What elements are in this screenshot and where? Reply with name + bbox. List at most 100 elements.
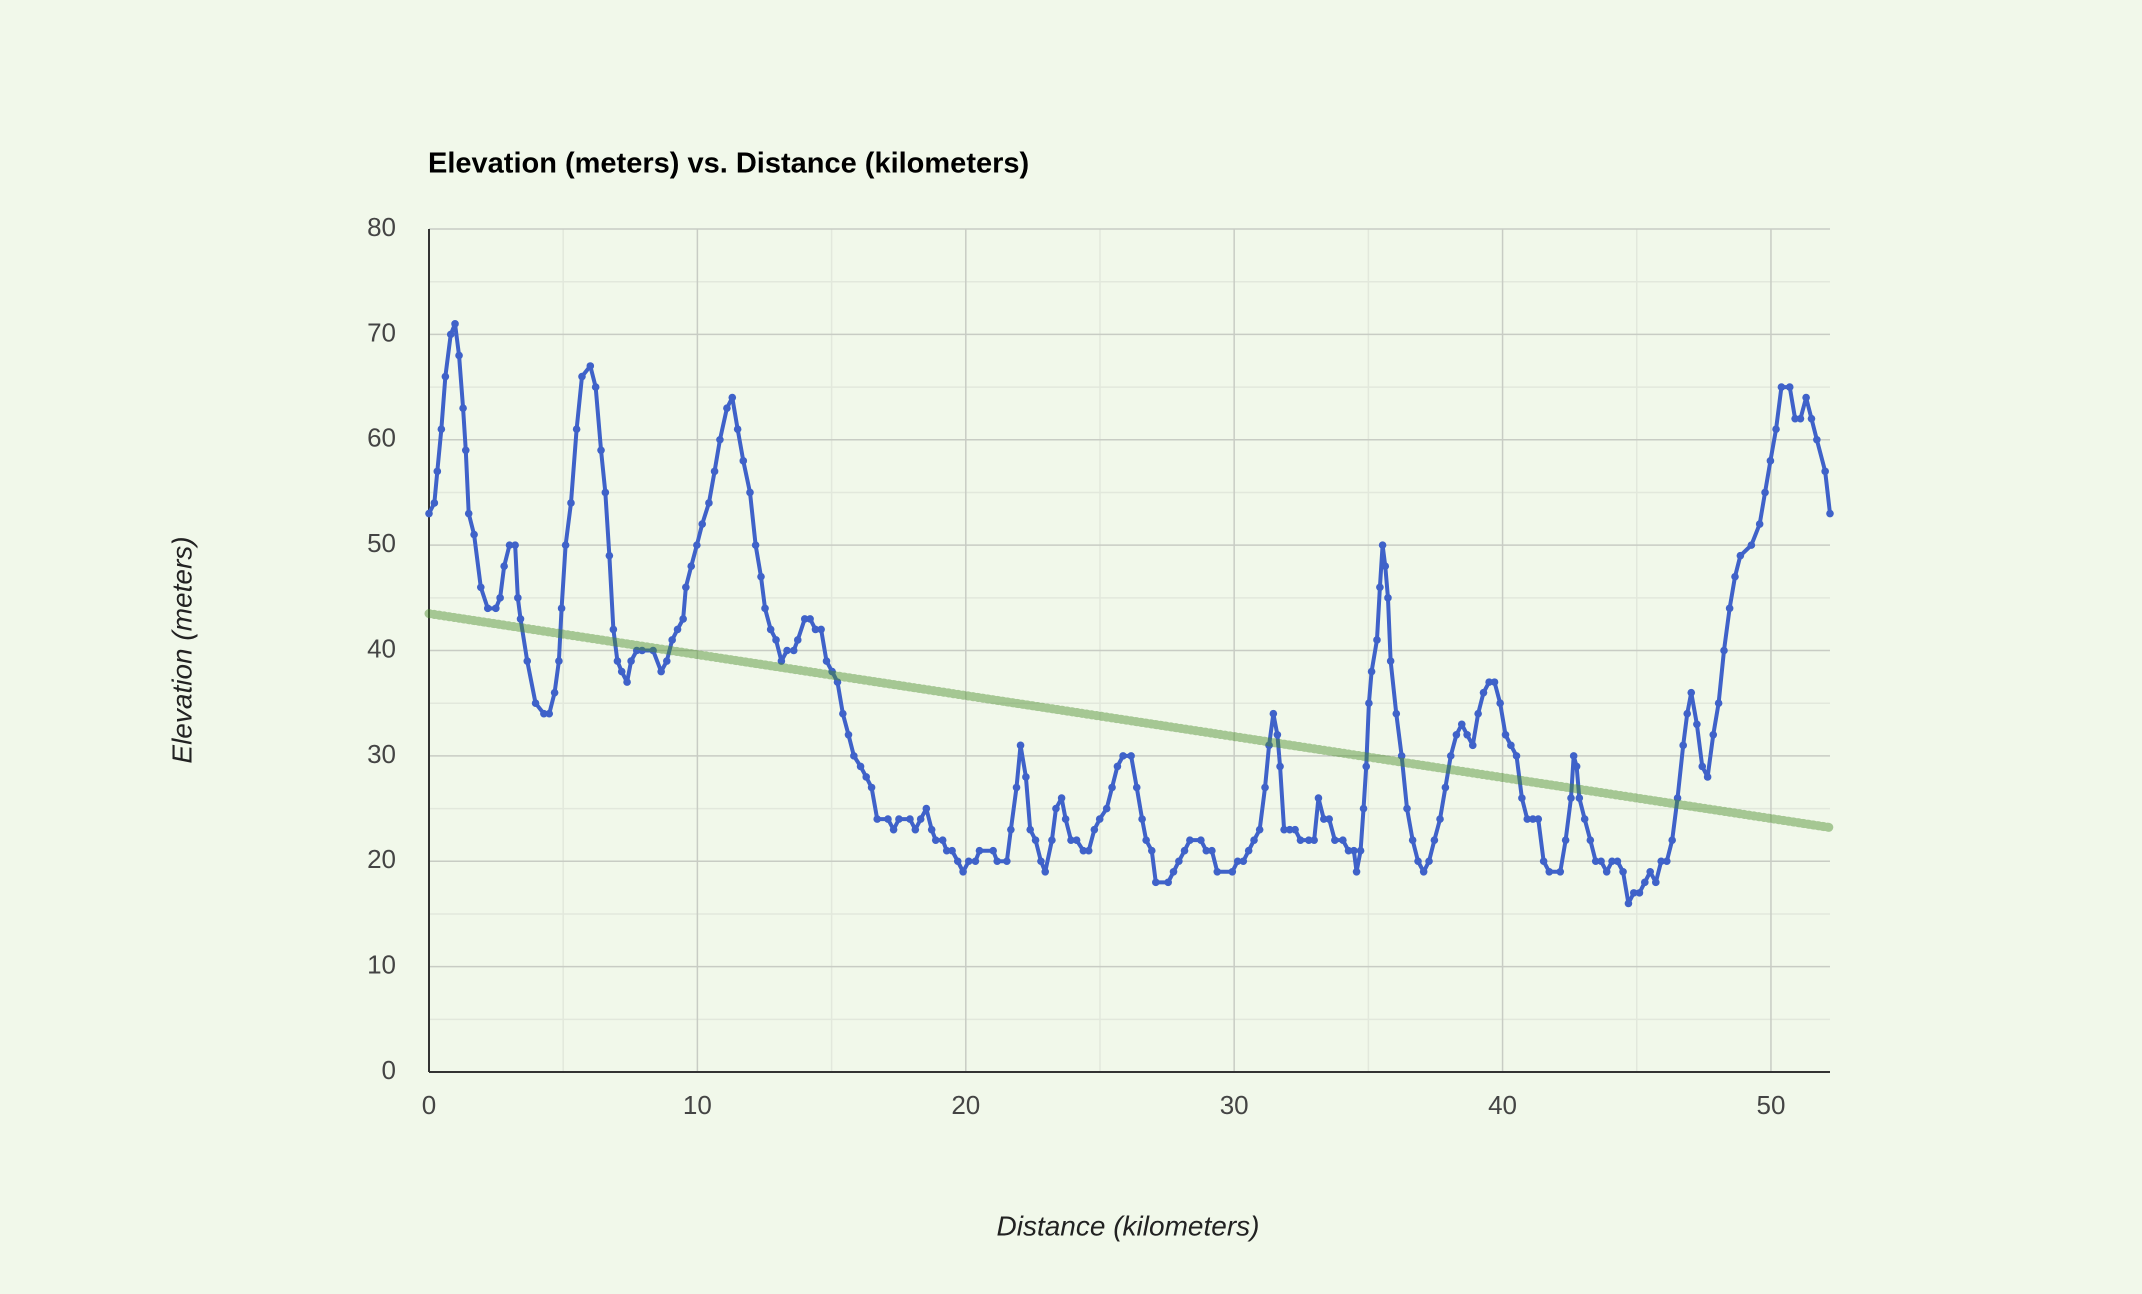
point	[597, 446, 605, 455]
point	[1457, 720, 1466, 729]
point	[1250, 836, 1258, 844]
point	[567, 499, 575, 507]
point	[632, 646, 641, 655]
point	[1452, 731, 1461, 739]
point	[1802, 393, 1810, 402]
x-tick-label: 10	[683, 1090, 712, 1120]
point	[1026, 825, 1034, 834]
point	[873, 815, 882, 823]
point	[1280, 825, 1288, 834]
point	[578, 372, 586, 381]
point	[441, 372, 450, 381]
point	[867, 783, 876, 792]
point	[1507, 741, 1515, 750]
point	[1016, 741, 1025, 750]
point	[1408, 836, 1417, 844]
point	[1512, 752, 1521, 760]
point	[1276, 762, 1284, 771]
point	[496, 594, 504, 602]
point	[1766, 457, 1775, 465]
point	[942, 846, 951, 855]
point	[1731, 572, 1739, 581]
point	[989, 846, 997, 855]
point	[856, 762, 865, 771]
point	[1037, 857, 1045, 866]
point	[1233, 857, 1242, 866]
point	[1575, 794, 1584, 802]
point	[617, 667, 626, 676]
point	[889, 825, 898, 834]
point	[1228, 867, 1237, 876]
point	[1630, 889, 1638, 897]
point	[609, 625, 618, 634]
point	[948, 846, 956, 855]
point	[1048, 836, 1056, 844]
point	[433, 467, 442, 476]
point	[1291, 825, 1299, 834]
point	[451, 320, 459, 328]
y-tick-label: 70	[367, 317, 396, 347]
x-axis-title: Distance (kilometers)	[997, 1210, 1260, 1241]
point	[1430, 836, 1439, 844]
point	[1147, 846, 1156, 855]
point	[772, 636, 780, 644]
point	[1095, 815, 1104, 823]
point	[1356, 846, 1365, 855]
point	[657, 667, 665, 676]
point	[1761, 488, 1769, 497]
point	[1304, 836, 1313, 844]
point	[540, 709, 548, 718]
point	[751, 541, 760, 549]
point	[682, 583, 690, 592]
point	[1468, 741, 1477, 750]
point	[1310, 836, 1318, 844]
point	[425, 509, 433, 518]
point	[492, 604, 500, 613]
point	[895, 815, 903, 823]
point	[789, 646, 798, 655]
point	[1580, 815, 1589, 823]
point	[476, 583, 485, 592]
point	[1180, 846, 1189, 855]
point	[1736, 551, 1745, 560]
point	[605, 551, 614, 560]
point	[1725, 604, 1734, 613]
point	[623, 678, 631, 686]
point	[766, 625, 775, 634]
point	[1079, 846, 1088, 855]
point	[1285, 825, 1294, 834]
point	[1425, 857, 1433, 866]
point	[545, 709, 554, 718]
point	[1208, 846, 1216, 855]
point	[461, 446, 470, 455]
point	[1108, 783, 1116, 792]
point	[1255, 825, 1264, 834]
point	[1031, 836, 1040, 844]
point	[511, 541, 519, 549]
point	[531, 699, 540, 707]
point	[850, 752, 858, 760]
point	[557, 604, 566, 613]
point	[1397, 752, 1406, 760]
point	[1041, 867, 1050, 876]
point	[516, 615, 525, 623]
point	[1186, 836, 1194, 844]
point	[783, 646, 791, 655]
point	[1720, 646, 1728, 655]
point	[906, 815, 914, 823]
point	[793, 636, 802, 644]
point	[1436, 815, 1444, 823]
point	[1755, 520, 1764, 528]
point	[723, 404, 731, 412]
point	[1539, 857, 1548, 866]
point	[1673, 794, 1682, 802]
point	[1142, 836, 1150, 844]
point	[1474, 709, 1482, 718]
point	[1663, 857, 1671, 866]
point	[1067, 836, 1075, 844]
point	[844, 731, 853, 739]
point	[613, 657, 622, 665]
point	[1339, 836, 1347, 844]
point	[1635, 889, 1644, 897]
point	[483, 604, 492, 613]
